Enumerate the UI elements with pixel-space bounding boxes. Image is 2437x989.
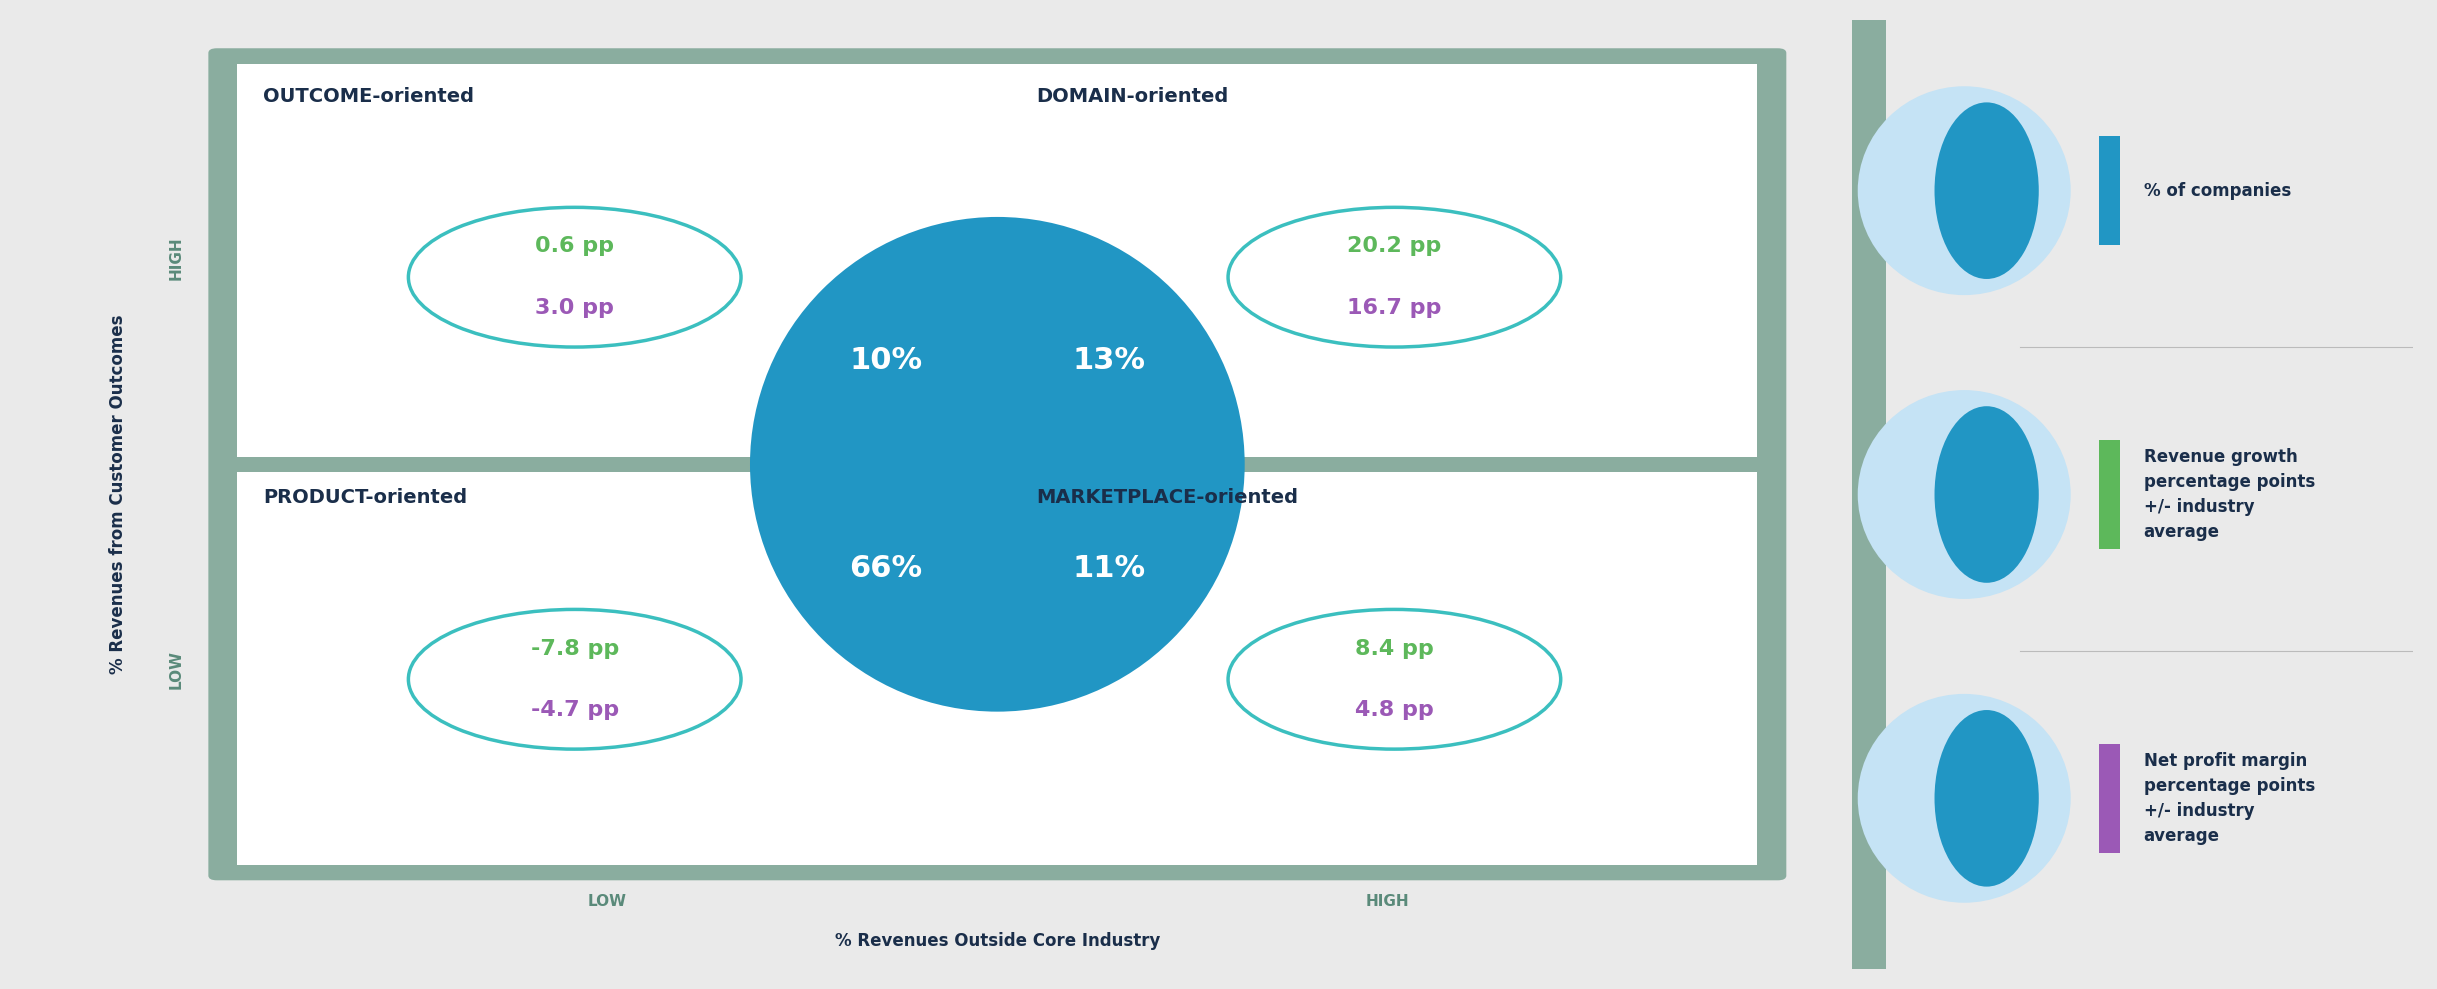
Circle shape <box>1935 103 2040 279</box>
FancyBboxPatch shape <box>236 64 1104 457</box>
FancyBboxPatch shape <box>1011 64 1757 457</box>
Text: % of companies: % of companies <box>2145 182 2291 200</box>
Text: 11%: 11% <box>1072 554 1145 583</box>
FancyBboxPatch shape <box>2098 440 2120 549</box>
Text: % Revenues from Customer Outcomes: % Revenues from Customer Outcomes <box>110 315 127 674</box>
Text: MARKETPLACE-oriented: MARKETPLACE-oriented <box>1036 489 1299 507</box>
Ellipse shape <box>1857 390 2071 599</box>
Text: OUTCOME-oriented: OUTCOME-oriented <box>263 87 473 106</box>
Circle shape <box>1935 710 2040 886</box>
Text: 16.7 pp: 16.7 pp <box>1348 298 1443 317</box>
Text: Net profit margin
percentage points
+/- industry
average: Net profit margin percentage points +/- … <box>2145 752 2315 845</box>
Text: HIGH: HIGH <box>1365 894 1409 909</box>
Text: 13%: 13% <box>1072 346 1145 375</box>
Text: -4.7 pp: -4.7 pp <box>531 700 619 720</box>
Text: 0.6 pp: 0.6 pp <box>536 236 614 256</box>
Text: % Revenues Outside Core Industry: % Revenues Outside Core Industry <box>833 932 1160 949</box>
FancyBboxPatch shape <box>2098 136 2120 245</box>
FancyBboxPatch shape <box>207 48 1786 880</box>
Text: 20.2 pp: 20.2 pp <box>1348 236 1443 256</box>
Text: DOMAIN-oriented: DOMAIN-oriented <box>1036 87 1228 106</box>
Text: 3.0 pp: 3.0 pp <box>536 298 614 317</box>
Text: 66%: 66% <box>851 554 924 583</box>
Ellipse shape <box>1857 86 2071 295</box>
Text: 8.4 pp: 8.4 pp <box>1355 639 1433 659</box>
FancyBboxPatch shape <box>1011 472 1757 864</box>
Text: -7.8 pp: -7.8 pp <box>531 639 619 659</box>
FancyBboxPatch shape <box>1852 20 1886 969</box>
FancyBboxPatch shape <box>236 472 1104 864</box>
Text: 10%: 10% <box>851 346 924 375</box>
Text: HIGH: HIGH <box>168 236 183 281</box>
FancyBboxPatch shape <box>2098 744 2120 853</box>
Text: 4.8 pp: 4.8 pp <box>1355 700 1433 720</box>
Ellipse shape <box>1857 694 2071 903</box>
Text: Revenue growth
percentage points
+/- industry
average: Revenue growth percentage points +/- ind… <box>2145 448 2315 541</box>
Text: PRODUCT-oriented: PRODUCT-oriented <box>263 489 468 507</box>
Circle shape <box>1935 406 2040 583</box>
Text: LOW: LOW <box>168 651 183 689</box>
Text: LOW: LOW <box>587 894 626 909</box>
Ellipse shape <box>751 217 1245 712</box>
